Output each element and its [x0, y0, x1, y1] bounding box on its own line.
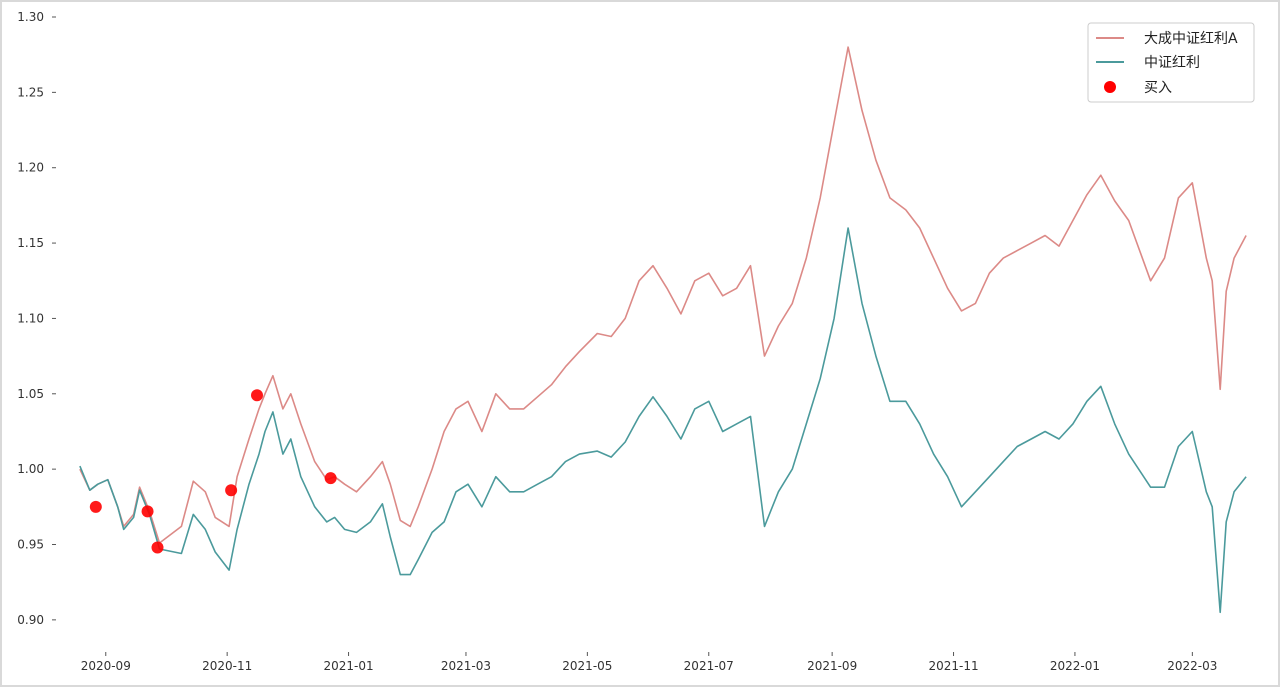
- buy-point: [89, 500, 102, 513]
- buy-point: [251, 389, 264, 402]
- legend-label-3: 买入: [1144, 80, 1172, 96]
- y-tick-label: 1.30: [17, 10, 44, 24]
- series-line-1: [79, 46, 1247, 544]
- legend-label-1: 大成中证红利A: [1144, 31, 1238, 47]
- y-tick-label: 1.15: [17, 236, 44, 250]
- legend-label-2: 中证红利: [1144, 55, 1200, 71]
- x-tick-label: 2022-01: [1050, 659, 1100, 673]
- x-tick-label: 2020-09: [81, 659, 131, 673]
- series-line-2: [79, 227, 1247, 614]
- x-tick-label: 2021-05: [562, 659, 612, 673]
- legend-box: [1087, 22, 1255, 103]
- y-tick-label: 1.20: [17, 161, 44, 175]
- buy-point: [151, 541, 164, 554]
- buy-markers: [89, 389, 337, 554]
- y-tick-label: 1.10: [17, 311, 44, 325]
- buy-point: [141, 505, 154, 518]
- x-tick-label: 2021-07: [684, 659, 734, 673]
- x-tick-label: 2020-11: [202, 659, 252, 673]
- y-tick-label: 1.00: [17, 462, 44, 476]
- legend-swatch-3: [1104, 81, 1116, 93]
- buy-point: [324, 472, 337, 485]
- y-axis: 0.90 0.95 1.00 1.05 1.10 1.15 1.20 1.25 1.30: [17, 10, 56, 627]
- y-tick-label: 0.95: [17, 538, 44, 552]
- x-tick-label: 2021-03: [441, 659, 491, 673]
- x-tick-label: 2021-09: [807, 659, 857, 673]
- x-tick-label: 2021-01: [323, 659, 373, 673]
- x-tick-label: 2021-11: [928, 659, 978, 673]
- x-axis: 2020-09 2020-11 2021-01 2021-03 2021-05 2021-…: [81, 652, 1217, 673]
- y-tick-label: 1.05: [17, 387, 44, 401]
- buy-point: [225, 484, 238, 497]
- x-tick-label: 2022-03: [1167, 659, 1217, 673]
- y-tick-label: 0.90: [17, 613, 44, 627]
- y-tick-label: 1.25: [17, 85, 44, 99]
